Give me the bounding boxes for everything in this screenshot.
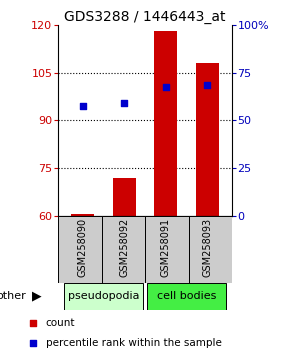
Text: pseudopodia: pseudopodia bbox=[68, 291, 139, 302]
Bar bbox=[64, 283, 143, 310]
Bar bbox=[154, 31, 177, 216]
Bar bbox=[58, 216, 102, 283]
Point bbox=[30, 340, 35, 346]
Bar bbox=[188, 216, 232, 283]
Text: GSM258092: GSM258092 bbox=[119, 218, 129, 277]
Point bbox=[205, 82, 209, 88]
Text: percentile rank within the sample: percentile rank within the sample bbox=[46, 338, 222, 348]
Bar bbox=[71, 215, 94, 216]
Text: cell bodies: cell bodies bbox=[157, 291, 216, 302]
Text: GSM258093: GSM258093 bbox=[202, 218, 212, 277]
Text: other: other bbox=[0, 291, 26, 301]
Text: count: count bbox=[46, 318, 75, 328]
Title: GDS3288 / 1446443_at: GDS3288 / 1446443_at bbox=[64, 10, 226, 24]
Bar bbox=[113, 178, 136, 216]
Point bbox=[163, 84, 168, 90]
Point bbox=[30, 320, 35, 326]
Bar bbox=[145, 216, 188, 283]
Bar bbox=[102, 216, 145, 283]
Text: GSM258090: GSM258090 bbox=[78, 218, 88, 277]
Point bbox=[122, 100, 127, 105]
Bar bbox=[147, 283, 226, 310]
Bar bbox=[196, 63, 219, 216]
Point bbox=[81, 103, 85, 109]
Text: ▶: ▶ bbox=[32, 289, 41, 302]
Text: GSM258091: GSM258091 bbox=[161, 218, 171, 277]
